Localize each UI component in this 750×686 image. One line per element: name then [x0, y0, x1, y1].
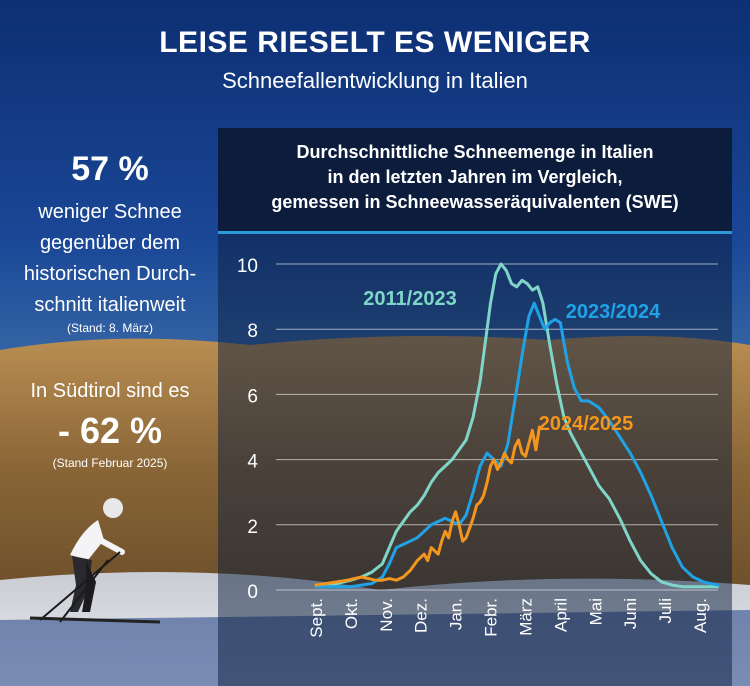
y-tick-label: 10 — [237, 256, 258, 277]
x-tick-label: Nov. — [377, 598, 396, 632]
suedtirol-intro: In Südtirol sind es — [30, 380, 190, 402]
skier-figure — [29, 498, 161, 624]
suedtirol-percent-value: - 62 % — [57, 410, 163, 451]
x-tick-label: Febr. — [482, 598, 501, 637]
x-tick-label: Juli — [656, 598, 675, 624]
suedtirol-note: (Stand Februar 2025) — [52, 456, 168, 470]
series-label: 2024/2025 — [539, 413, 634, 435]
x-tick-label: Jan. — [447, 598, 466, 630]
x-tick-label: Mai — [586, 598, 605, 625]
x-tick-label: April — [551, 598, 570, 632]
x-tick-label: Aug. — [691, 598, 710, 633]
chart-title-line: in den letzten Jahren im Vergleich, — [327, 167, 623, 187]
x-tick-label: März — [516, 598, 535, 636]
y-tick-label: 4 — [247, 452, 258, 473]
italy-note: (Stand: 8. März) — [66, 321, 154, 335]
series-label: 2011/2023 — [363, 288, 456, 310]
italy-percent-value: 57 % — [71, 150, 149, 188]
italy-description-line: weniger Schnee — [38, 201, 182, 223]
x-tick-label: Juni — [621, 598, 640, 629]
y-tick-label: 0 — [247, 582, 258, 603]
y-tick-label: 6 — [247, 386, 258, 407]
series-line-2023-2024 — [314, 301, 719, 589]
chart-title-box: Durchschnittliche Schneemenge in Italien… — [218, 128, 732, 234]
series-line-2011-2023 — [314, 262, 719, 589]
chart-title-line: gemessen in Schneewasseräquivalenten (SW… — [271, 192, 679, 212]
chart-title: Durchschnittliche Schneemenge in Italien… — [218, 140, 732, 215]
x-tick-label: Dez. — [412, 598, 431, 633]
page-subtitle: Schneefallentwicklung in Italien — [222, 68, 528, 93]
page-title: LEISE RIESELT ES WENIGER — [159, 26, 591, 59]
series-label: 2023/2024 — [566, 301, 661, 323]
italy-description-line: schnitt italienweit — [34, 294, 186, 316]
chart-title-line: Durchschnittliche Schneemenge in Italien — [296, 142, 654, 162]
italy-description-line: gegenüber dem — [39, 232, 181, 254]
x-tick-label: Sept. — [307, 598, 326, 638]
x-tick-label: Okt. — [342, 598, 361, 629]
y-tick-label: 2 — [247, 517, 258, 538]
y-tick-label: 8 — [247, 321, 258, 342]
italy-description: weniger Schnee gegenüber dem historische… — [0, 197, 220, 321]
series-line-2024-2025 — [314, 425, 541, 587]
italy-description-line: historischen Durch- — [23, 263, 197, 285]
